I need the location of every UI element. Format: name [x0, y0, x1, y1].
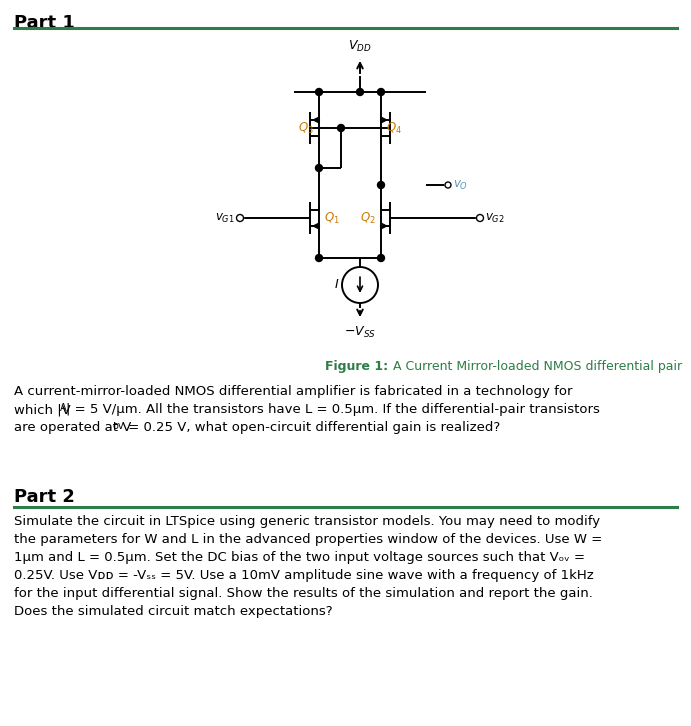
- Circle shape: [377, 89, 384, 96]
- Text: 1μm and L = 0.5μm. Set the DC bias of the two input voltage sources such that Vₒ: 1μm and L = 0.5μm. Set the DC bias of th…: [14, 551, 585, 564]
- Text: for the input differential signal. Show the results of the simulation and report: for the input differential signal. Show …: [14, 587, 593, 600]
- Text: Simulate the circuit in LTSpice using generic transistor models. You may need to: Simulate the circuit in LTSpice using ge…: [14, 515, 600, 528]
- Circle shape: [337, 124, 345, 131]
- Circle shape: [316, 255, 323, 261]
- Text: are operated at V: are operated at V: [14, 421, 131, 434]
- Text: $I$: $I$: [334, 279, 339, 292]
- Text: $v_{G2}$: $v_{G2}$: [485, 211, 504, 224]
- Text: A: A: [60, 403, 66, 413]
- Text: $V_{DD}$: $V_{DD}$: [348, 39, 372, 54]
- Circle shape: [316, 165, 323, 171]
- Text: Part 2: Part 2: [14, 488, 75, 506]
- Text: Does the simulated circuit match expectations?: Does the simulated circuit match expecta…: [14, 605, 332, 618]
- Text: $Q_4$: $Q_4$: [386, 121, 402, 136]
- Text: $Q_1$: $Q_1$: [324, 211, 340, 226]
- Text: A current-mirror-loaded NMOS differential amplifier is fabricated in a technolog: A current-mirror-loaded NMOS differentia…: [14, 385, 573, 398]
- Circle shape: [357, 89, 363, 96]
- Text: which |V: which |V: [14, 403, 70, 416]
- Text: = 0.25 V, what open-circuit differential gain is realized?: = 0.25 V, what open-circuit differential…: [124, 421, 500, 434]
- Text: ov: ov: [113, 421, 124, 431]
- Text: Figure 1:: Figure 1:: [325, 360, 388, 373]
- Circle shape: [377, 255, 384, 261]
- Text: the parameters for W and L in the advanced properties window of the devices. Use: the parameters for W and L in the advanc…: [14, 533, 603, 546]
- Text: $-V_{SS}$: $-V_{SS}$: [344, 325, 376, 340]
- Text: A Current Mirror-loaded NMOS differential pair: A Current Mirror-loaded NMOS differentia…: [389, 360, 682, 373]
- Text: $v_{G1}$: $v_{G1}$: [215, 211, 235, 224]
- Text: $v_O$: $v_O$: [453, 179, 468, 192]
- Text: 0.25V. Use Vᴅᴅ = -Vₛₛ = 5V. Use a 10mV amplitude sine wave with a frequency of 1: 0.25V. Use Vᴅᴅ = -Vₛₛ = 5V. Use a 10mV a…: [14, 569, 594, 582]
- Circle shape: [445, 182, 451, 188]
- Circle shape: [477, 214, 484, 221]
- Circle shape: [236, 214, 243, 221]
- Circle shape: [316, 89, 323, 96]
- Text: | = 5 V/μm. All the transistors have L = 0.5μm. If the differential-pair transis: | = 5 V/μm. All the transistors have L =…: [66, 403, 600, 416]
- Text: $Q_3$: $Q_3$: [299, 121, 314, 136]
- Circle shape: [377, 182, 384, 189]
- Text: $Q_2$: $Q_2$: [360, 211, 376, 226]
- Text: Part 1: Part 1: [14, 14, 75, 32]
